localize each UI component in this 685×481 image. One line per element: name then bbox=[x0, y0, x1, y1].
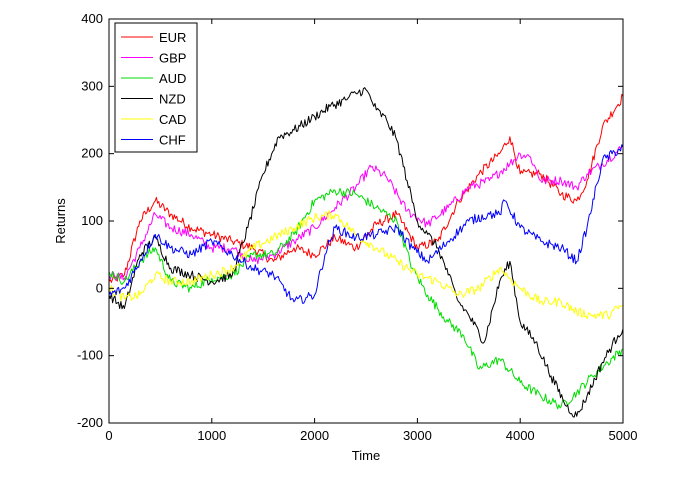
legend-label-gbp: GBP bbox=[159, 51, 186, 66]
y-tick-label: 400 bbox=[81, 11, 103, 26]
x-tick-label: 1000 bbox=[197, 428, 226, 443]
y-tick-label: 100 bbox=[81, 213, 103, 228]
x-tick-label: 0 bbox=[105, 428, 112, 443]
y-tick-label: 300 bbox=[81, 78, 103, 93]
y-axis-label: Returns bbox=[53, 198, 68, 244]
x-tick-label: 2000 bbox=[300, 428, 329, 443]
x-tick-label: 5000 bbox=[609, 428, 638, 443]
x-tick-label: 3000 bbox=[403, 428, 432, 443]
ticks-layer: 0 1000 2000 3000 4000 5000 -200 -100 0 100 200 300 4… bbox=[77, 11, 637, 443]
legend-box bbox=[114, 22, 198, 153]
legend: EUR GBP AUD NZD CAD CHF bbox=[114, 22, 198, 153]
legend-label-eur: EUR bbox=[159, 30, 186, 45]
legend-label-chf: CHF bbox=[159, 133, 186, 148]
series-line-gbp bbox=[108, 145, 624, 281]
series-line-chf bbox=[108, 144, 624, 304]
legend-label-nzd: NZD bbox=[159, 92, 186, 107]
x-tick-label: 4000 bbox=[506, 428, 535, 443]
series-line-nzd bbox=[108, 87, 624, 418]
x-axis-label: Time bbox=[352, 448, 380, 463]
y-tick-label: -100 bbox=[77, 348, 103, 363]
y-tick-label: 200 bbox=[81, 146, 103, 161]
series-line-cad bbox=[108, 210, 624, 320]
legend-label-aud: AUD bbox=[159, 71, 186, 86]
y-tick-label: -200 bbox=[77, 415, 103, 430]
legend-label-cad: CAD bbox=[159, 112, 186, 127]
y-tick-label: 0 bbox=[96, 280, 103, 295]
series-layer bbox=[108, 87, 624, 418]
series-line-aud bbox=[108, 187, 624, 410]
